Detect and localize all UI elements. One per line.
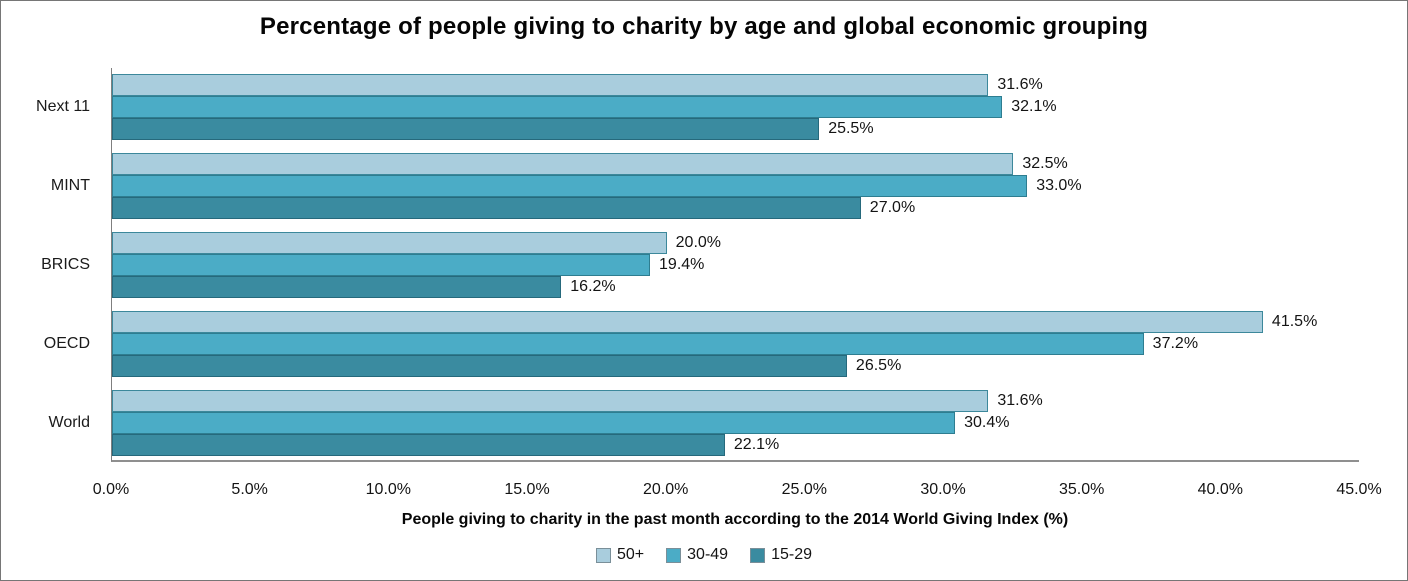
bar-value-label: 31.6% [997, 76, 1043, 94]
y-axis-category-label: World [48, 413, 91, 431]
bar-value-label: 25.5% [828, 120, 874, 138]
bar-next-11-50plus [112, 74, 989, 97]
bar-value-label: 41.5% [1271, 312, 1318, 330]
bar-value-label: 33.0% [1036, 177, 1082, 195]
x-axis-tick-label: 40.0% [1197, 481, 1244, 498]
x-axis-tick-label: 45.0% [1336, 481, 1382, 498]
bar-value-label: 26.5% [855, 356, 902, 374]
chart-title: Percentage of people giving to charity b… [259, 13, 1149, 40]
y-axis-category-label: BRICS [41, 255, 90, 273]
bar-value-label: 19.4% [659, 256, 705, 273]
bar-mint-30-49 [112, 175, 1028, 198]
x-axis-tick-label: 20.0% [642, 481, 689, 498]
bar-world-15-29 [112, 433, 725, 456]
bar-value-label: 31.6% [997, 391, 1043, 409]
x-axis-tick-label: 15.0% [504, 481, 550, 498]
bar-brics-30-49 [112, 254, 651, 276]
legend-item-50plus: 50+ [596, 546, 644, 564]
bar-mint-50plus [112, 153, 1014, 176]
x-axis-tick-label: 30.0% [920, 481, 966, 498]
plot-area: 31.6% 32.1% 25.5% 32.5% 33.0% 27.0% 20.0% 19.4%… [111, 68, 1359, 462]
bar-mint-15-29 [112, 197, 861, 220]
legend-swatch-15-29 [750, 547, 766, 563]
y-axis-category-labels: Next 11 MINT BRICS OECD World [1, 68, 111, 462]
x-axis-tick-label: 35.0% [1058, 481, 1105, 498]
x-axis-title: People giving to charity in the past mon… [401, 511, 1069, 528]
legend-item-30-49: 30-49 [666, 546, 728, 564]
y-axis-category-label: MINT [50, 177, 90, 195]
chart-legend: 50+ 30-49 15-29 [1, 546, 1407, 564]
bar-value-label: 16.2% [570, 278, 616, 295]
bar-value-label: 37.2% [1152, 334, 1199, 352]
bar-oecd-50plus [112, 310, 1263, 333]
bar-next-11-15-29 [112, 118, 820, 141]
x-axis-tick-label: 0.0% [92, 481, 130, 498]
bar-oecd-30-49 [112, 332, 1144, 355]
bar-value-label: 20.0% [675, 234, 722, 251]
x-axis-tick-label: 5.0% [231, 481, 268, 498]
bar-value-label: 32.1% [1011, 98, 1057, 116]
legend-label: 50+ [617, 546, 645, 563]
x-axis-tick-labels: 0.0% 5.0% 10.0% 15.0% 20.0% 25.0% 30.0% 35.0% 40… [93, 481, 1382, 501]
bar-next-11-30-49 [112, 96, 1003, 119]
y-axis-category-label: Next 11 [36, 98, 90, 116]
legend-swatch-30-49 [666, 547, 682, 563]
legend-swatch-50plus [596, 547, 611, 563]
legend-label: 30-49 [687, 546, 729, 563]
bar-world-30-49 [112, 411, 956, 434]
bar-oecd-15-29 [112, 354, 847, 377]
legend-label: 15-29 [771, 546, 812, 563]
bar-value-label: 27.0% [869, 199, 916, 217]
bar-value-label: 30.4% [964, 413, 1010, 431]
legend-item-15-29: 15-29 [750, 546, 812, 564]
bar-brics-50plus [112, 232, 667, 254]
bar-value-label: 22.1% [733, 435, 780, 453]
bar-value-label: 32.5% [1022, 155, 1068, 173]
x-axis-tick-label: 10.0% [365, 481, 412, 498]
bar-world-50plus [112, 389, 989, 412]
bar-brics-15-29 [112, 276, 562, 298]
x-axis-tick-label: 25.0% [781, 481, 828, 498]
y-axis-category-label: OECD [43, 334, 90, 352]
